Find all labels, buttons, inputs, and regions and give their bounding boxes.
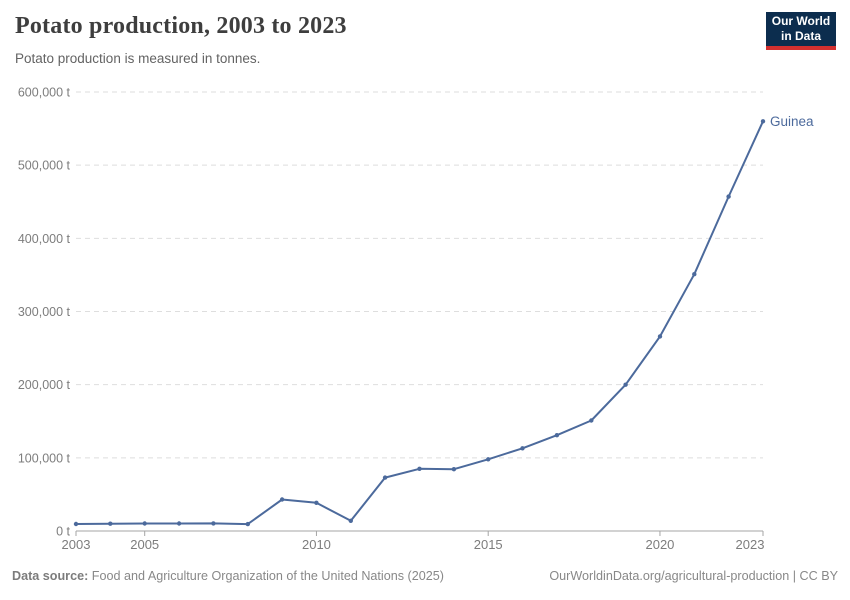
data-point-marker[interactable] xyxy=(245,521,250,527)
data-point-marker[interactable] xyxy=(176,521,182,526)
chart-title: Potato production, 2003 to 2023 xyxy=(15,13,347,39)
series-end-label-guinea[interactable]: Guinea xyxy=(770,114,814,129)
y-tick-label: 300,000 t xyxy=(18,305,71,319)
credit-link[interactable]: OurWorldinData.org/agricultural-producti… xyxy=(549,569,838,583)
production-line-chart: 0 t 100,000 t 200,000 t 300,000 t 400,000 t 5… xyxy=(18,86,814,553)
x-tick-label: 2020 xyxy=(645,537,674,552)
data-point-marker[interactable] xyxy=(760,119,766,124)
data-point-marker[interactable] xyxy=(211,521,216,526)
data-point-marker[interactable] xyxy=(451,467,457,472)
data-point-marker[interactable] xyxy=(73,521,79,527)
data-point-marker[interactable] xyxy=(108,521,113,526)
data-source-value: Food and Agriculture Organization of the… xyxy=(88,569,444,583)
x-tick-label: 2005 xyxy=(130,537,159,552)
x-tick-label: 2003 xyxy=(62,537,91,552)
data-point-marker[interactable] xyxy=(314,500,319,505)
data-point-marker[interactable] xyxy=(623,382,628,387)
data-point-marker[interactable] xyxy=(417,466,422,471)
data-point-marker[interactable] xyxy=(520,446,525,451)
owid-logo[interactable]: Our World in Data xyxy=(766,12,836,50)
data-point-marker[interactable] xyxy=(726,194,731,199)
x-tick-label: 2010 xyxy=(302,537,331,552)
data-point-marker[interactable] xyxy=(279,497,285,502)
x-tick-label: 2015 xyxy=(474,537,503,552)
owid-logo-line2: in Data xyxy=(780,29,821,43)
data-point-marker[interactable] xyxy=(554,433,560,438)
y-tick-label: 500,000 t xyxy=(18,159,71,173)
y-tick-label: 0 t xyxy=(56,525,70,539)
data-source-text: Data source: Food and Agriculture Organi… xyxy=(12,569,444,583)
data-point-marker[interactable] xyxy=(692,272,697,277)
data-point-marker[interactable] xyxy=(348,518,353,523)
data-source-label: Data source: xyxy=(12,569,89,583)
y-tick-label: 200,000 t xyxy=(18,378,71,392)
y-tick-label: 600,000 t xyxy=(18,86,71,100)
y-tick-label: 400,000 t xyxy=(18,232,71,246)
data-point-marker[interactable] xyxy=(657,334,663,339)
data-point-marker[interactable] xyxy=(142,521,147,526)
data-point-marker[interactable] xyxy=(589,418,594,423)
x-tick-label: 2023 xyxy=(736,537,765,552)
chart-subtitle: Potato production is measured in tonnes. xyxy=(15,51,261,66)
y-tick-label: 100,000 t xyxy=(18,451,71,465)
owid-logo-line1: Our World xyxy=(771,14,831,28)
data-point-marker[interactable] xyxy=(486,457,491,462)
chart-footer: Data source: Food and Agriculture Organi… xyxy=(12,569,838,583)
series-line-guinea[interactable] xyxy=(75,120,764,526)
data-point-marker[interactable] xyxy=(382,475,388,480)
